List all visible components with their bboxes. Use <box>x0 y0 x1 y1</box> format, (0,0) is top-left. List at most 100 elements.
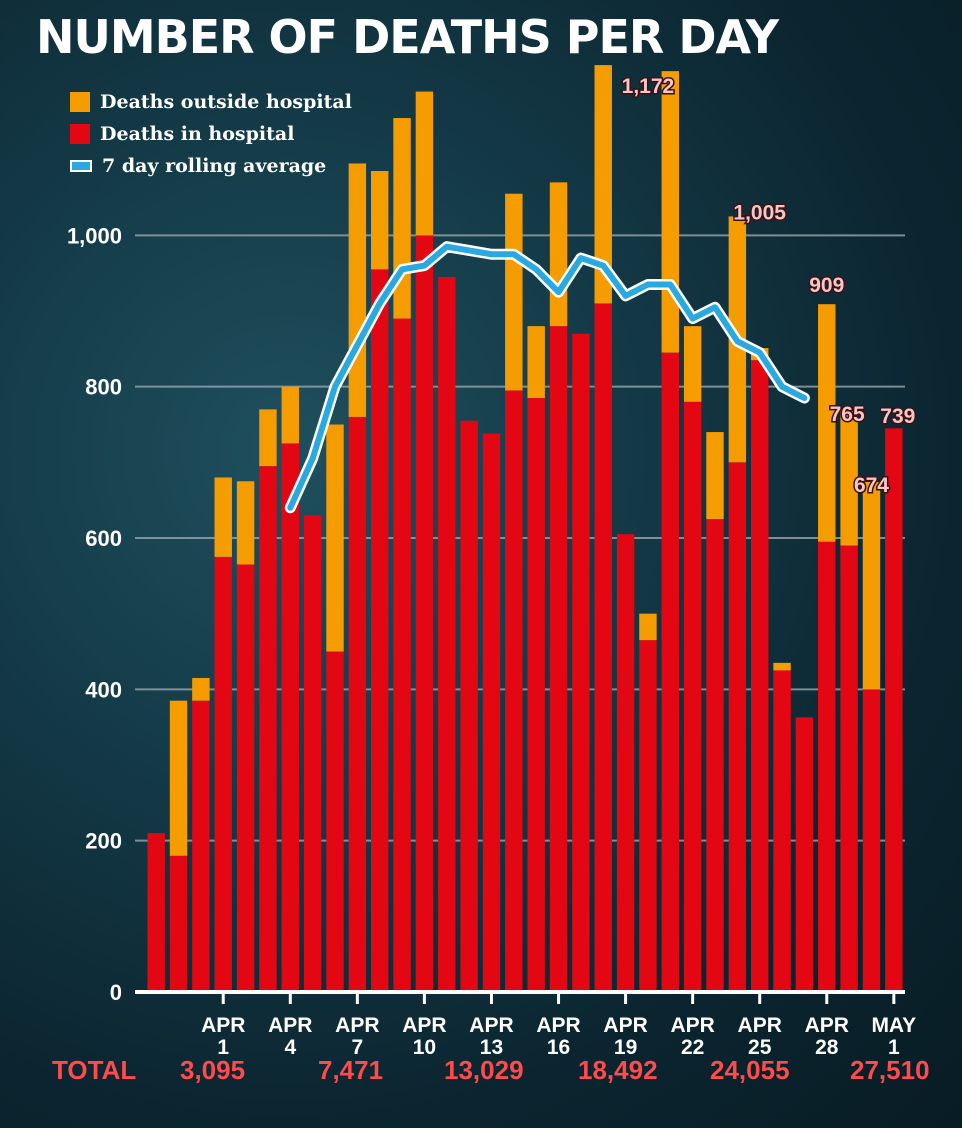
bar-in-hospital <box>326 651 344 992</box>
rolling-average-line <box>287 243 808 511</box>
value-label: 1,005 <box>733 202 786 225</box>
x-tick-label-day: 28 <box>815 1036 839 1059</box>
value-label: 909 <box>809 274 844 297</box>
bar-in-hospital <box>370 269 389 993</box>
bar-outside-hospital <box>773 662 791 671</box>
bar-in-hospital <box>393 318 411 993</box>
value-label: 674 <box>854 474 889 497</box>
bar-in-hospital <box>549 326 568 993</box>
bar-in-hospital <box>236 564 255 992</box>
bar-in-hospital <box>594 303 612 992</box>
bar-in-hospital <box>438 276 456 992</box>
x-tick-label-month: APR <box>201 1014 245 1037</box>
bar-outside-hospital <box>192 677 210 701</box>
total-value-apr19: 18,492 <box>578 1055 658 1085</box>
rolling-average-outline <box>284 241 810 514</box>
bar-outside-hospital <box>348 163 367 417</box>
bar-in-hospital <box>750 360 769 992</box>
totals-row: TOTAL 3,095 7,471 13,029 18,492 24,055 2… <box>0 1055 962 1091</box>
value-label: 765 <box>830 403 865 426</box>
bar-in-hospital <box>683 401 702 992</box>
x-tick-label-day: 1 <box>888 1036 900 1059</box>
bar-outside-hospital <box>661 71 680 353</box>
bar-in-hospital <box>259 466 277 992</box>
bar-in-hospital <box>482 433 501 993</box>
total-value-apr13: 13,029 <box>444 1055 524 1085</box>
y-tick-label: 1,000 <box>67 223 122 248</box>
bar-in-hospital <box>281 443 300 993</box>
value-label: 1,172 <box>622 75 675 98</box>
x-tick-label-day: 4 <box>284 1036 296 1059</box>
bar-in-hospital <box>661 352 680 992</box>
legend-label-rolling-average: 7 day rolling average <box>102 155 327 177</box>
bar-in-hospital <box>773 670 791 992</box>
legend-swatch-rolling-average <box>70 160 92 172</box>
bar-in-hospital <box>214 556 232 992</box>
x-tick-label-month: APR <box>536 1014 580 1037</box>
legend-swatch-outside-hospital <box>70 92 90 112</box>
bar-outside-hospital <box>639 613 657 641</box>
y-tick-label: 800 <box>85 375 122 400</box>
x-tick-label-month: APR <box>469 1014 513 1037</box>
legend-item-rolling-average: 7 day rolling average <box>70 150 352 182</box>
bar-in-hospital <box>169 855 188 992</box>
bar-in-hospital <box>862 689 881 992</box>
bar-outside-hospital <box>706 432 724 520</box>
bar-in-hospital <box>706 519 724 992</box>
bar-outside-hospital <box>594 65 612 304</box>
y-tick-label: 0 <box>110 980 122 1005</box>
bar-outside-hospital <box>236 481 255 565</box>
bar-in-hospital <box>147 833 165 992</box>
bar-outside-hospital <box>281 386 300 444</box>
x-tick-label-day: 19 <box>614 1036 637 1059</box>
total-value-apr7: 7,471 <box>318 1055 384 1085</box>
bar-outside-hospital <box>549 182 568 327</box>
x-tick-label-day: 13 <box>480 1036 503 1059</box>
bar-in-hospital <box>527 398 545 992</box>
legend-label-outside-hospital: Deaths outside hospital <box>100 91 352 113</box>
total-value-may1: 27,510 <box>850 1055 930 1085</box>
bar-in-hospital <box>728 462 747 992</box>
x-tick-label-day: 7 <box>352 1036 364 1059</box>
bar-in-hospital <box>639 640 657 992</box>
total-value-apr1: 3,095 <box>180 1055 246 1085</box>
bar-in-hospital <box>795 717 814 992</box>
bar-in-hospital <box>572 333 590 992</box>
bar-outside-hospital <box>259 409 277 467</box>
x-tick-label-day: 25 <box>748 1036 772 1059</box>
x-tick-label-month: MAY <box>871 1014 916 1037</box>
totals-label: TOTAL <box>52 1055 137 1085</box>
bar-in-hospital <box>885 428 903 992</box>
legend: Deaths outside hospital Deaths in hospit… <box>70 86 352 182</box>
bar-outside-hospital <box>527 326 545 399</box>
bar-in-hospital <box>818 541 836 992</box>
bar-outside-hospital <box>214 477 232 557</box>
bar-in-hospital <box>348 416 367 992</box>
bar-outside-hospital <box>818 304 836 542</box>
bar-in-hospital <box>303 515 322 992</box>
bar-outside-hospital <box>505 193 523 391</box>
x-tick-label-day: 22 <box>681 1036 704 1059</box>
x-tick-label-month: APR <box>402 1014 446 1037</box>
x-tick-label-month: APR <box>670 1014 714 1037</box>
bar-in-hospital <box>616 534 635 992</box>
x-tick-label-month: APR <box>603 1014 647 1037</box>
legend-item-in-hospital: Deaths in hospital <box>70 118 352 150</box>
legend-label-in-hospital: Deaths in hospital <box>100 123 295 145</box>
x-tick-label-month: APR <box>268 1014 312 1037</box>
legend-item-outside-hospital: Deaths outside hospital <box>70 86 352 118</box>
x-tick-label-day: 10 <box>413 1036 436 1059</box>
bar-in-hospital <box>460 420 478 992</box>
bar-outside-hospital <box>683 326 702 402</box>
bar-outside-hospital <box>326 424 344 652</box>
x-tick-label-month: APR <box>738 1014 782 1037</box>
legend-swatch-in-hospital <box>70 124 90 144</box>
value-label: 739 <box>880 405 915 428</box>
x-tick-label-day: 16 <box>547 1036 570 1059</box>
total-value-apr25: 24,055 <box>710 1055 790 1085</box>
y-tick-label: 600 <box>85 526 122 551</box>
chart-title: NUMBER OF DEATHS PER DAY <box>36 10 779 64</box>
x-tick-label-month: APR <box>335 1014 379 1037</box>
bar-in-hospital <box>415 235 434 993</box>
bar-in-hospital <box>192 700 210 992</box>
